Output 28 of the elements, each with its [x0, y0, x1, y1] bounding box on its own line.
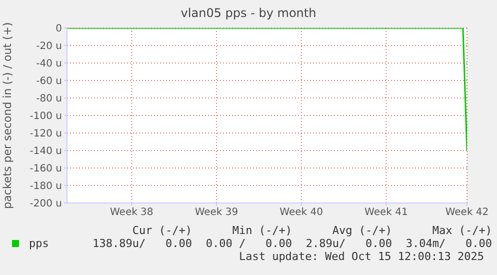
text: 2.89u/ 0.00 — [304, 237, 392, 250]
y-tick-label: -20 u — [36, 41, 62, 52]
x-tick-label: Week 39 — [194, 207, 238, 218]
x-tick-label: Week 40 — [280, 207, 323, 218]
text: Avg (-/+) — [331, 224, 392, 237]
y-tick-label: -180 u — [30, 181, 62, 192]
text: 3.04m/ 0.00 — [404, 237, 492, 250]
x-tick-label: Week 41 — [364, 207, 408, 218]
text: 0.00 / 0.00 — [204, 237, 292, 250]
text: Min (-/+) — [231, 224, 292, 237]
y-tick-label: -100 u — [30, 111, 62, 122]
y-tick-label: -80 u — [36, 94, 62, 105]
text: 138.89u/ 0.00 — [92, 237, 192, 250]
y-tick-label: -40 u — [36, 58, 62, 70]
y-tick-label: -60 u — [36, 76, 62, 88]
y-tick-label: -120 u — [30, 128, 62, 140]
text: Max (-/+) — [431, 224, 492, 237]
x-tick-label: Week 38 — [110, 207, 154, 218]
y-tick-label: -200 u — [30, 198, 62, 210]
text: Cur (-/+) — [131, 224, 192, 237]
legend-label: pps — [29, 237, 49, 250]
text: Last update: Wed Oct 15 12:00:13 2025 — [238, 250, 484, 263]
y-tick-label: -140 u — [30, 146, 62, 158]
y-tick-label: 0 — [56, 24, 62, 35]
y-tick-label: -160 u — [30, 164, 62, 175]
y-axis-title: packets per second in (-) / out (+) — [0, 22, 14, 209]
chart-title: vlan05 pps - by month — [180, 6, 318, 20]
x-tick-label: Week 42 — [445, 207, 489, 218]
